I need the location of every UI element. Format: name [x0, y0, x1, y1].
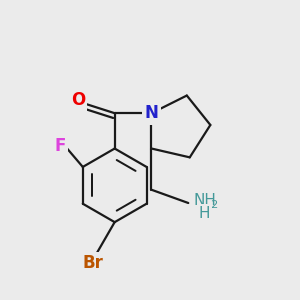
- Text: H: H: [199, 206, 210, 221]
- Text: Br: Br: [82, 254, 103, 272]
- Text: NH: NH: [193, 193, 216, 208]
- Text: 2: 2: [210, 200, 218, 210]
- Text: N: N: [145, 104, 158, 122]
- Text: O: O: [71, 91, 85, 109]
- Text: F: F: [55, 136, 66, 154]
